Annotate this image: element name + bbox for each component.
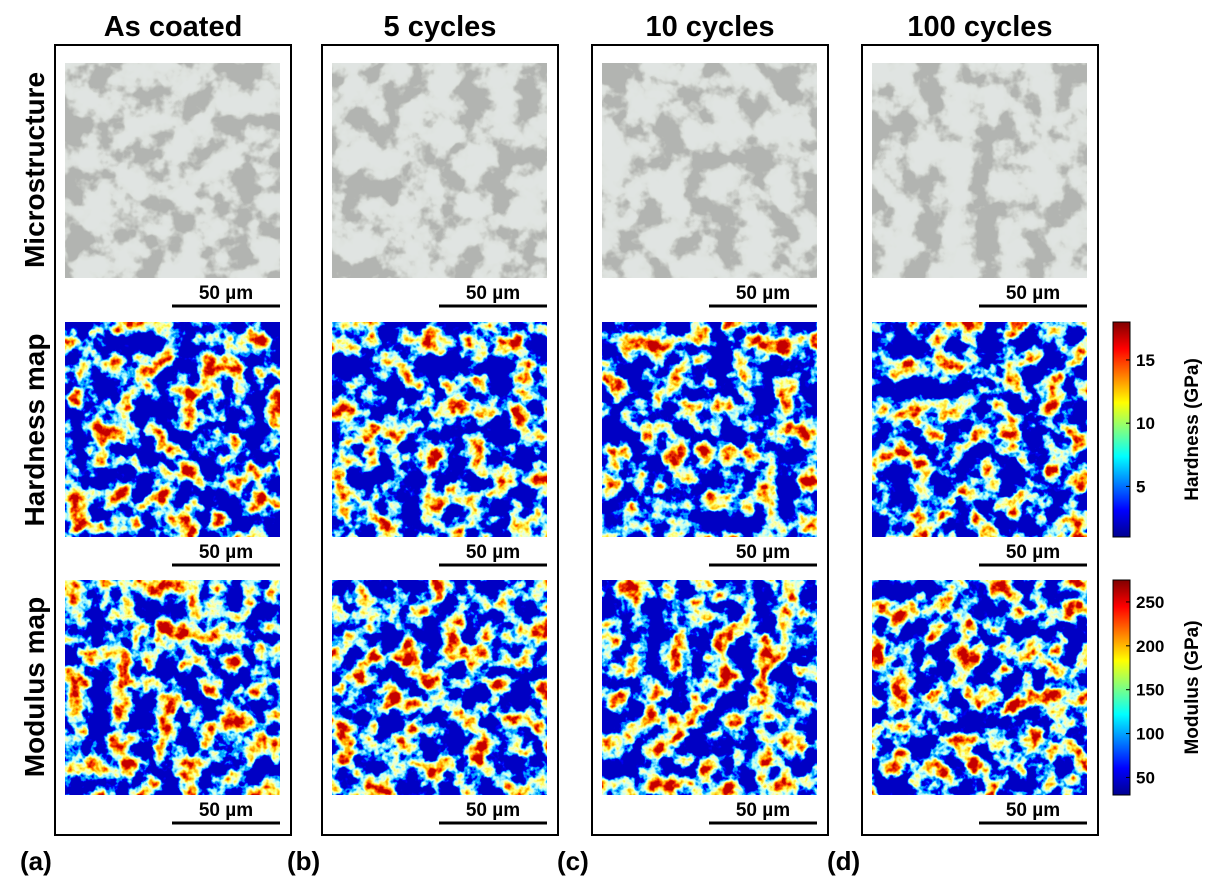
scale-bar-label: 50 µm bbox=[199, 800, 253, 821]
scale-bar-label: 50 µm bbox=[466, 283, 520, 304]
figure: As coated (a) 50 µm 50 µm 50 µm 5 cycles (b) 50… bbox=[0, 0, 1225, 878]
panel-label: (c) bbox=[557, 846, 589, 876]
scale-bar-label: 50 µm bbox=[199, 283, 253, 304]
panel-label: (b) bbox=[287, 846, 320, 876]
scale-bar-label: 50 µm bbox=[199, 542, 253, 563]
colorbar-tick-label: 150 bbox=[1136, 681, 1164, 700]
modulus-map bbox=[602, 580, 817, 795]
micrograph bbox=[602, 63, 817, 278]
colorbar-tick-label: 200 bbox=[1136, 637, 1164, 656]
row-label: Microstructure bbox=[19, 72, 50, 268]
colorbar-tick-label: 10 bbox=[1136, 414, 1155, 433]
colorbar-tick-label: 50 bbox=[1136, 768, 1155, 787]
scale-bar-label: 50 µm bbox=[1006, 542, 1060, 563]
hardness-map bbox=[602, 322, 817, 537]
colorbar-tick-label: 5 bbox=[1136, 477, 1145, 496]
scale-bar-label: 50 µm bbox=[736, 542, 790, 563]
modulus-map bbox=[65, 580, 280, 795]
modulus-map bbox=[332, 580, 547, 795]
micrograph bbox=[872, 63, 1087, 278]
colorbar bbox=[1113, 322, 1130, 537]
column-title: 10 cycles bbox=[645, 11, 774, 43]
column-title: As coated bbox=[104, 11, 243, 43]
modulus-map bbox=[872, 580, 1087, 795]
column-title: 100 cycles bbox=[907, 11, 1052, 43]
colorbar-label: Modulus (GPa) bbox=[1182, 620, 1203, 754]
scale-bar-label: 50 µm bbox=[466, 542, 520, 563]
colorbar-tick-label: 250 bbox=[1136, 593, 1164, 612]
micrograph bbox=[332, 63, 547, 278]
panel-label: (a) bbox=[20, 846, 52, 876]
colorbar bbox=[1113, 580, 1130, 795]
scale-bar-label: 50 µm bbox=[466, 800, 520, 821]
micrograph bbox=[65, 63, 280, 278]
colorbar-tick-label: 15 bbox=[1136, 351, 1155, 370]
panel-label: (d) bbox=[827, 846, 860, 876]
hardness-map bbox=[332, 322, 547, 537]
scale-bar-label: 50 µm bbox=[1006, 283, 1060, 304]
colorbar-label: Hardness (GPa) bbox=[1182, 358, 1203, 501]
scale-bar-label: 50 µm bbox=[736, 283, 790, 304]
hardness-map bbox=[65, 322, 280, 537]
colorbar-tick-label: 100 bbox=[1136, 725, 1164, 744]
row-label: Hardness map bbox=[19, 334, 50, 527]
hardness-map bbox=[872, 322, 1087, 537]
scale-bar-label: 50 µm bbox=[1006, 800, 1060, 821]
column-title: 5 cycles bbox=[384, 11, 497, 43]
scale-bar-label: 50 µm bbox=[736, 800, 790, 821]
row-label: Modulus map bbox=[19, 597, 50, 777]
